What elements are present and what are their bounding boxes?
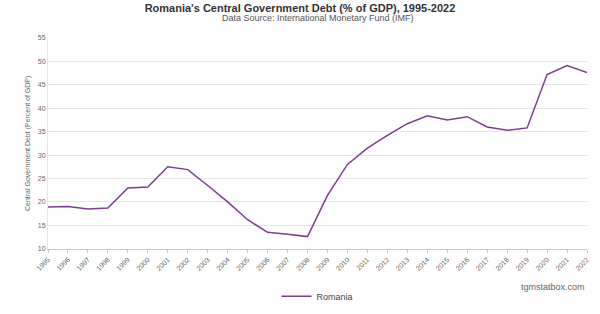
- svg-text:Data Source: International Mon: Data Source: International Monetary Fund…: [222, 13, 414, 23]
- svg-text:30: 30: [38, 152, 46, 159]
- svg-text:1996: 1996: [55, 256, 71, 272]
- svg-text:2018: 2018: [494, 256, 510, 272]
- svg-text:2008: 2008: [295, 256, 311, 272]
- svg-text:40: 40: [38, 105, 46, 112]
- svg-text:10: 10: [38, 245, 46, 252]
- svg-text:tgmstatbox.com: tgmstatbox.com: [521, 282, 585, 292]
- svg-text:2021: 2021: [554, 256, 570, 272]
- svg-text:45: 45: [38, 81, 46, 88]
- svg-text:2000: 2000: [135, 256, 151, 272]
- svg-text:2019: 2019: [514, 256, 530, 272]
- svg-text:2015: 2015: [434, 256, 450, 272]
- svg-text:2005: 2005: [235, 256, 251, 272]
- svg-text:2012: 2012: [375, 256, 391, 272]
- svg-text:2011: 2011: [355, 256, 371, 272]
- svg-text:2002: 2002: [175, 256, 191, 272]
- svg-text:2022: 2022: [574, 256, 590, 272]
- svg-text:2006: 2006: [255, 256, 271, 272]
- svg-text:STATBOX: STATBOX: [10, 0, 75, 3]
- svg-text:25: 25: [38, 175, 46, 182]
- svg-text:2014: 2014: [415, 256, 431, 272]
- svg-text:1997: 1997: [75, 256, 91, 272]
- svg-text:2017: 2017: [474, 256, 490, 272]
- svg-text:2007: 2007: [275, 256, 291, 272]
- svg-text:1995: 1995: [35, 256, 51, 272]
- svg-text:15: 15: [38, 222, 46, 229]
- svg-text:Romania's Central Government D: Romania's Central Government Debt (% of …: [145, 2, 456, 14]
- svg-text:35: 35: [38, 128, 46, 135]
- svg-text:20: 20: [38, 198, 46, 205]
- svg-text:2010: 2010: [335, 256, 351, 272]
- svg-text:2001: 2001: [155, 256, 171, 272]
- svg-text:2016: 2016: [454, 256, 470, 272]
- svg-text:1998: 1998: [95, 256, 111, 272]
- svg-text:55: 55: [38, 34, 46, 41]
- svg-text:Central Government Debt (Perce: Central Government Debt (Percent of GDP): [24, 76, 32, 211]
- svg-text:2020: 2020: [534, 256, 550, 272]
- svg-text:2013: 2013: [395, 256, 411, 272]
- svg-text:1999: 1999: [115, 256, 131, 272]
- svg-text:2009: 2009: [315, 256, 331, 272]
- svg-text:Romania: Romania: [317, 292, 353, 302]
- svg-text:2003: 2003: [195, 256, 211, 272]
- svg-text:50: 50: [38, 58, 46, 65]
- svg-text:2004: 2004: [215, 256, 231, 272]
